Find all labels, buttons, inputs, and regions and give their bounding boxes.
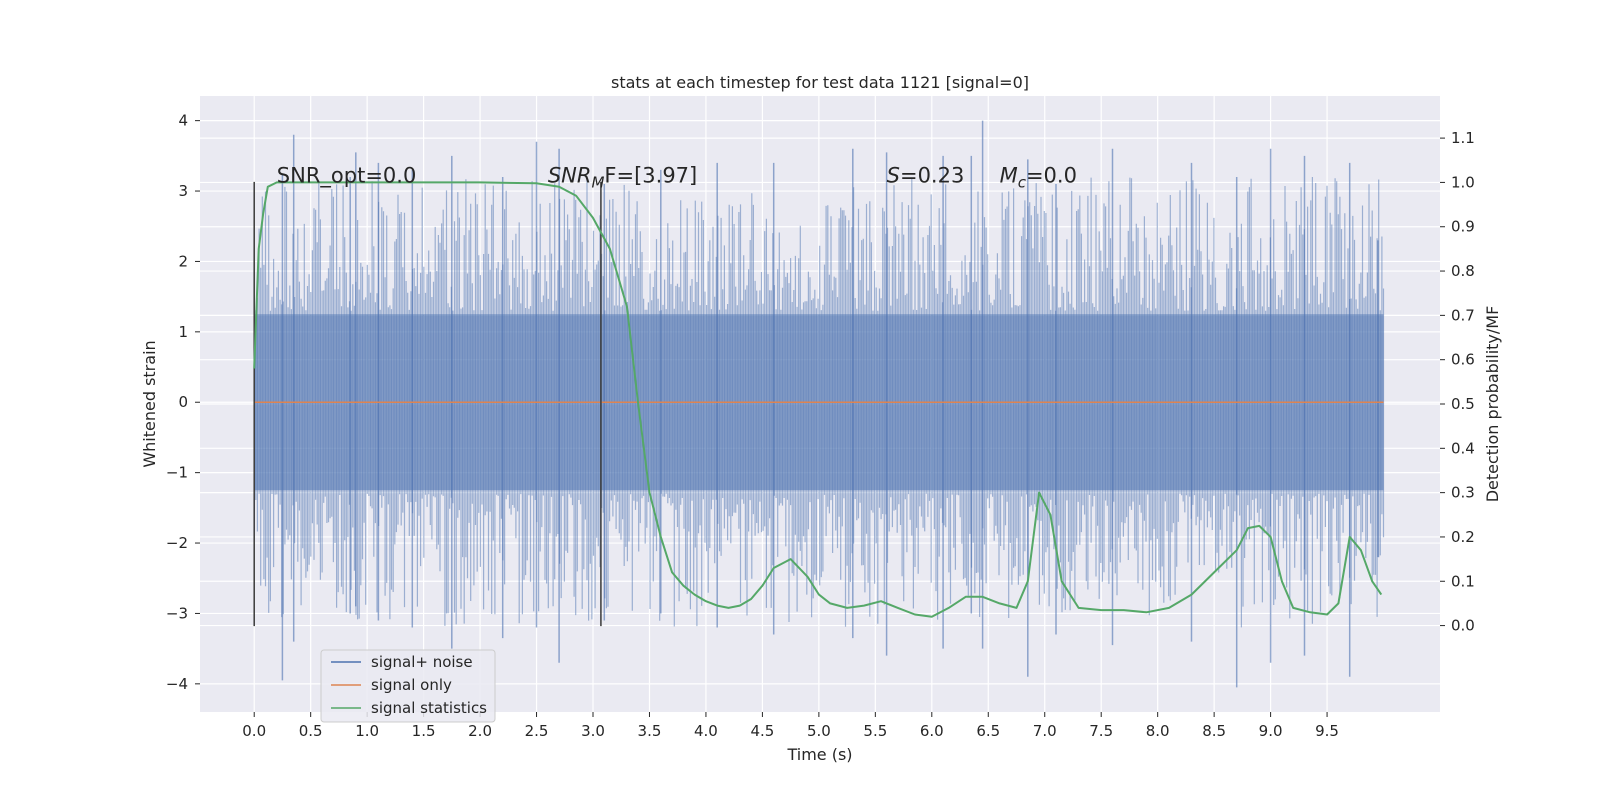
y2-tick-label: 1.0	[1451, 173, 1475, 191]
annotation-value: F=[3.97]	[604, 163, 697, 187]
x-tick-label: 0.5	[299, 722, 323, 740]
x-tick-label: 1.5	[412, 722, 436, 740]
x-tick-label: 3.0	[581, 722, 605, 740]
x-tick-label: 3.5	[638, 722, 662, 740]
legend-frame	[320, 649, 496, 723]
y-tick-label: −4	[166, 675, 188, 693]
y-tick-label: 1	[178, 323, 188, 341]
x-tick-label: 4.5	[750, 722, 774, 740]
annotation-value: =0.23	[900, 163, 964, 187]
y2-tick-label: 0.5	[1451, 395, 1475, 413]
annotation-3: Mc=0.0	[1000, 163, 1077, 191]
y2-tick-label: 0.1	[1451, 572, 1475, 590]
y2-tick-label: 0.8	[1451, 262, 1475, 280]
annotation-value: =0.0	[1026, 163, 1077, 187]
annotation-symbol: M	[1000, 163, 1018, 187]
y-tick-label: 4	[178, 112, 188, 130]
x-tick-label: 1.0	[355, 722, 379, 740]
x-tick-label: 5.5	[863, 722, 887, 740]
x-tick-label: 6.0	[920, 722, 944, 740]
x-tick-label: 0.0	[242, 722, 266, 740]
y2-tick-label: 0.6	[1451, 351, 1475, 369]
chart-title: stats at each timestep for test data 112…	[611, 73, 1029, 92]
x-axis-label: Time (s)	[786, 745, 852, 764]
x-tick-label: 7.0	[1033, 722, 1057, 740]
y-axis-label: Whitened strain	[140, 340, 159, 467]
legend-label-signal-noise: signal+ noise	[371, 653, 473, 671]
x-tick-label: 5.0	[807, 722, 831, 740]
y2-tick-label: 0.0	[1451, 617, 1475, 635]
y-tick-label: 0	[178, 393, 188, 411]
y2-tick-label: 0.7	[1451, 306, 1475, 324]
x-tick-label: 9.0	[1259, 722, 1283, 740]
x-tick-label: 4.0	[694, 722, 718, 740]
x-tick-label: 2.0	[468, 722, 492, 740]
y-tick-label: 3	[178, 182, 188, 200]
legend-label-signal-statistics: signal statistics	[371, 699, 487, 717]
y2-tick-label: 0.9	[1451, 218, 1475, 236]
ticks: 0.0 0.5 1.0 1.5 2.0 2.5 3.0 3.5 4.0 4.5 5.0 5.5 6.0 6…	[166, 112, 1475, 740]
y-tick-label: −3	[166, 604, 188, 622]
legend-label-signal-only: signal only	[371, 676, 452, 694]
y-tick-label: 2	[178, 252, 188, 270]
y2-tick-label: 0.2	[1451, 528, 1475, 546]
line-series	[253, 181, 1384, 627]
annotation-0: SNR_opt=0.0	[277, 163, 417, 188]
annotation-symbol: S	[887, 163, 900, 187]
x-tick-label: 2.5	[525, 722, 549, 740]
annotations: SNR_opt=0.0 SNRMF=[3.97] S=0.23 Mc=0.0	[277, 163, 1077, 191]
y2-tick-label: 1.1	[1451, 129, 1475, 147]
x-tick-label: 6.5	[976, 722, 1000, 740]
annotation-subscript: c	[1018, 173, 1027, 191]
annotation-subscript: M	[591, 173, 604, 191]
y-tick-label: −1	[166, 464, 188, 482]
y2-axis-label: Detection probability/MF	[1483, 306, 1502, 503]
x-tick-label: 9.5	[1315, 722, 1339, 740]
y2-tick-label: 0.4	[1451, 439, 1475, 457]
annotation-2: S=0.23	[887, 163, 965, 187]
x-tick-label: 7.5	[1089, 722, 1113, 740]
x-tick-label: 8.5	[1202, 722, 1226, 740]
annotation-symbol: SNR	[548, 163, 592, 187]
x-tick-label: 8.0	[1146, 722, 1170, 740]
annotation-1: SNRMF=[3.97]	[548, 163, 697, 191]
y2-tick-label: 0.3	[1451, 484, 1475, 502]
y-tick-label: −2	[166, 534, 188, 552]
annotation-text: SNR_opt=0.0	[277, 163, 417, 188]
signal-statistics-line	[253, 181, 1383, 618]
legend: signal+ noise signal only signal statist…	[320, 649, 496, 723]
